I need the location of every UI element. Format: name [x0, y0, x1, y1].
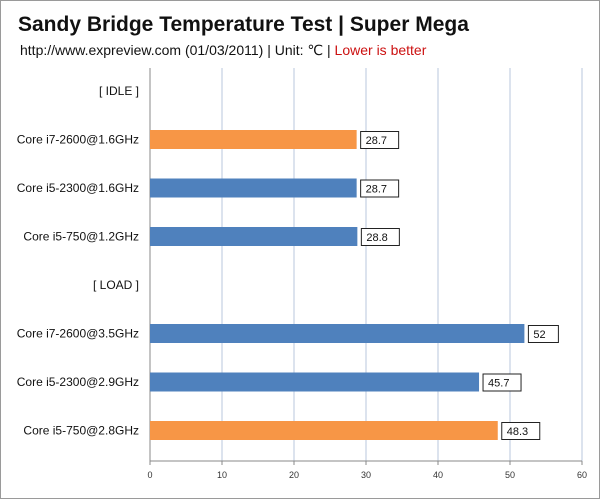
bar — [150, 372, 480, 392]
subtitle-note: Lower is better — [334, 42, 427, 58]
x-tick-label: 10 — [217, 470, 227, 480]
value-label-box — [360, 179, 400, 198]
bar — [150, 130, 357, 149]
x-tick-label: 60 — [577, 470, 587, 480]
value-label-box — [501, 422, 541, 440]
value-label: 28.7 — [366, 135, 387, 147]
value-label-box — [360, 228, 400, 246]
value-label-box — [360, 131, 400, 149]
category-label: [ LOAD ] — [93, 278, 139, 292]
x-tick-label: 40 — [433, 470, 443, 480]
value-label-box — [482, 373, 522, 392]
category-label: Core i5-750@1.2GHz — [23, 230, 139, 244]
x-tick-label: 20 — [289, 470, 299, 480]
category-label: Core i5-750@2.8GHz — [23, 424, 139, 438]
x-tick-label: 50 — [505, 470, 515, 480]
value-label: 28.8 — [366, 232, 387, 244]
value-label-box — [527, 325, 559, 343]
subtitle-main: http://www.expreview.com (01/03/2011) | … — [20, 42, 335, 58]
category-label: [ IDLE ] — [99, 84, 139, 98]
value-label: 45.7 — [488, 378, 509, 390]
chart-subtitle: http://www.expreview.com (01/03/2011) | … — [20, 42, 426, 59]
x-tick-label: 0 — [147, 470, 152, 480]
x-tick-label: 30 — [361, 470, 371, 480]
category-label: Core i7-2600@3.5GHz — [17, 327, 139, 341]
category-label: Core i7-2600@1.6GHz — [17, 133, 139, 147]
bar — [150, 227, 358, 246]
value-label: 28.7 — [366, 184, 387, 196]
value-label: 48.3 — [507, 426, 528, 438]
category-label: Core i5-2300@2.9GHz — [17, 375, 139, 389]
bar — [150, 421, 498, 440]
category-label: Core i5-2300@1.6GHz — [17, 181, 139, 195]
value-label: 52 — [533, 329, 545, 341]
bar — [150, 178, 357, 198]
chart-title: Sandy Bridge Temperature Test | Super Me… — [18, 13, 469, 36]
bar — [150, 324, 525, 343]
